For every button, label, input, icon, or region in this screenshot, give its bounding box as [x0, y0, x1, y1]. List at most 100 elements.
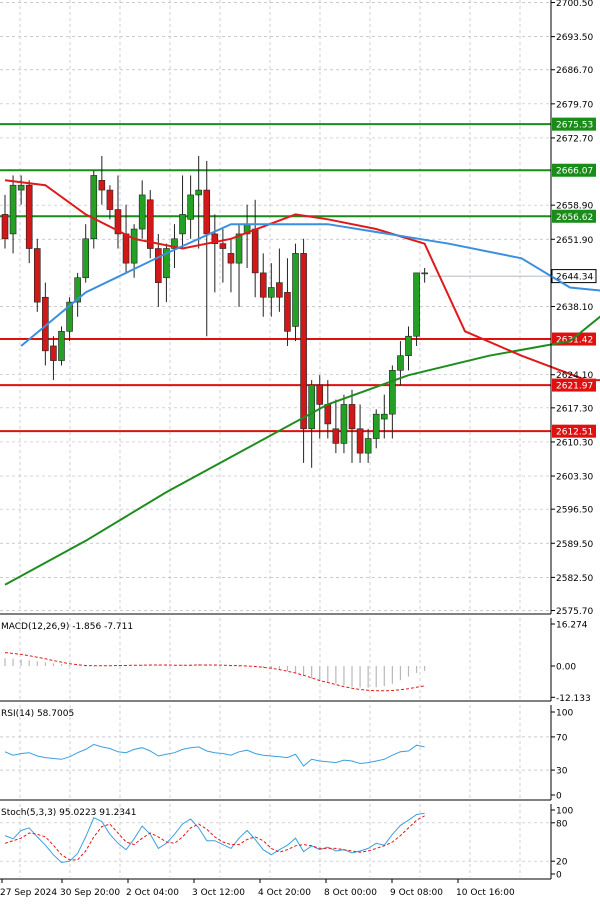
macd-tick-label: 16.274: [556, 621, 588, 631]
price-tick-label: 2693.50: [556, 33, 593, 43]
level-label: 2621.97: [556, 382, 593, 392]
price-tick-label: 2700.50: [556, 0, 593, 9]
candle-body: [163, 248, 170, 279]
candle-body: [372, 413, 380, 439]
time-tick-label: 10 Oct 16:00: [456, 888, 515, 898]
stoch-tick-label: 20: [556, 858, 568, 868]
candle-body: [187, 194, 194, 220]
candle-body: [90, 175, 98, 240]
moving-averages: [4, 179, 600, 586]
candle-body: [413, 272, 420, 337]
time-tick-label: 9 Oct 08:00: [390, 888, 443, 898]
candle-body: [25, 184, 33, 249]
level-label-box: [552, 424, 596, 438]
price-tick-label: 2575.70: [556, 607, 593, 617]
price-tick-label: 2596.50: [556, 506, 593, 516]
candle-body: [364, 438, 372, 454]
candle-body: [259, 272, 267, 298]
ma-green-line: [4, 315, 600, 586]
level-label-box: [552, 117, 596, 131]
candle-body: [340, 404, 348, 444]
level-label-box: [552, 209, 596, 223]
candle-body: [324, 404, 332, 425]
price-tick-label: 2679.70: [556, 100, 593, 110]
candle-body: [195, 189, 202, 196]
stoch-tick-label: 0: [556, 871, 562, 881]
level-label: 2612.51: [556, 428, 593, 438]
candle-body: [284, 292, 291, 332]
price-tick-label: 2658.90: [556, 202, 593, 212]
candle-body: [276, 282, 283, 298]
level-label-box: [552, 163, 596, 177]
level-label: 2656.62: [556, 213, 593, 223]
rsi-title: RSI(14) 58.7005: [1, 709, 74, 719]
stoch-k-line: [4, 812, 425, 864]
rsi-tick-label: 70: [556, 733, 568, 743]
rsi-tick-label: 100: [556, 709, 573, 719]
candle-body: [348, 404, 356, 430]
candle-body: [332, 428, 340, 444]
candle-body: [235, 233, 243, 264]
rsi-tick-label: 0: [556, 792, 562, 802]
price-tick-label: 2638.10: [556, 303, 593, 313]
price-tick-label: 2603.30: [556, 473, 593, 483]
candle-body: [380, 413, 388, 420]
candle-body: [211, 233, 219, 244]
candle-body: [82, 238, 89, 279]
candle-body: [397, 355, 404, 371]
axes: [0, 0, 555, 883]
candle-body: [122, 233, 130, 264]
grid: [0, 0, 551, 877]
level-label: 2666.07: [556, 167, 593, 177]
candle-body: [138, 194, 146, 230]
candle-body: [389, 370, 396, 415]
candle-body: [203, 189, 211, 235]
time-tick-label: 27 Sep 2024: [0, 888, 57, 898]
candle-body: [251, 228, 259, 274]
price-tick-label: 2589.50: [556, 540, 593, 550]
candle-body: [106, 189, 114, 210]
price-tick-label: 2617.30: [556, 404, 593, 414]
candle-body: [292, 253, 299, 327]
candle-body: [300, 253, 307, 430]
ma-blue-line: [20, 223, 600, 347]
price-tick-label: 2624.10: [556, 371, 593, 381]
candle-body: [316, 384, 324, 405]
candle-body: [130, 228, 138, 264]
time-tick-label: 4 Oct 20:00: [258, 888, 311, 898]
candle-body: [155, 248, 162, 283]
candle-body: [308, 384, 315, 430]
candle-body: [114, 209, 122, 235]
stoch-tick-label: 80: [556, 819, 568, 829]
macd-signal-line: [4, 652, 425, 692]
time-tick-label: 2 Oct 04:00: [126, 888, 179, 898]
level-label-box: [552, 378, 596, 392]
candle-body: [98, 180, 106, 191]
candle-body: [17, 184, 25, 191]
ma-red-line: [4, 179, 600, 382]
candle-body: [405, 335, 412, 357]
stoch-d-line: [4, 815, 425, 861]
macd-tick-label: 0.00: [556, 663, 576, 673]
time-tick-label: 3 Oct 12:00: [192, 888, 245, 898]
time-tick-label: 8 Oct 00:00: [324, 888, 377, 898]
macd-title: MACD(12,26,9) -1.856 -7.711: [1, 622, 133, 632]
stoch-title: Stoch(5,3,3) 95.0223 91.2341: [1, 808, 136, 818]
rsi-line: [4, 743, 425, 767]
candle-body: [1, 214, 9, 240]
time-tick-label: 30 Sep 20:00: [60, 888, 120, 898]
candle-body: [421, 272, 428, 275]
horizontal-levels: 2675.53 2666.07 2656.62 2631.42 2621.97 2612.…: [0, 117, 597, 438]
candle-body: [9, 184, 17, 235]
candle-body: [356, 428, 364, 454]
candle-body: [219, 243, 227, 249]
price-tick-label: 2651.90: [556, 236, 593, 246]
price-tick-label: 2686.70: [556, 66, 593, 76]
candle-body: [58, 331, 65, 361]
price-tick-label: 2610.30: [556, 438, 593, 448]
level-label: 2675.53: [556, 121, 593, 131]
candle-body: [146, 199, 154, 249]
indicators: [4, 652, 426, 864]
stoch-tick-label: 100: [556, 807, 573, 817]
